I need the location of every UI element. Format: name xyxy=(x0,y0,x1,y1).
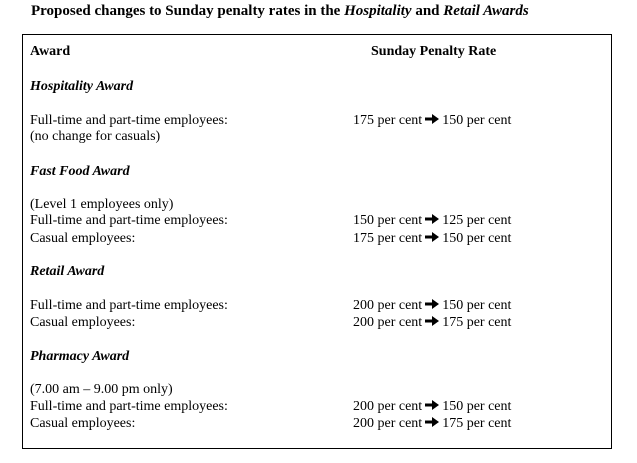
rate-to: 150 per cent xyxy=(442,399,512,414)
hospitality-casual-note: (no change for casuals) xyxy=(30,129,161,144)
right-arrow-icon xyxy=(425,214,440,224)
fastfood-casual-rate: 175 per cent 150 per cent xyxy=(353,231,511,247)
rate-from: 200 per cent xyxy=(353,315,423,330)
retail-fulltime-rate: 200 per cent 150 per cent xyxy=(353,298,511,314)
pharmacy-fulltime-label: Full-time and part-time employees: xyxy=(30,399,228,414)
rate-from: 200 per cent xyxy=(353,298,423,313)
header-award: Award xyxy=(30,44,71,59)
section-fast-food-award: Fast Food Award xyxy=(30,164,130,179)
pharmacy-fulltime-rate: 200 per cent 150 per cent xyxy=(353,399,511,415)
rate-from: 200 per cent xyxy=(353,416,423,431)
title-and: and xyxy=(411,3,444,19)
fastfood-level-note: (Level 1 employees only) xyxy=(30,197,174,212)
right-arrow-icon xyxy=(425,316,440,326)
right-arrow-icon xyxy=(425,417,440,427)
section-pharmacy-award: Pharmacy Award xyxy=(30,349,130,364)
header-sunday-penalty-rate: Sunday Penalty Rate xyxy=(371,44,497,59)
rate-from: 175 per cent xyxy=(353,113,423,128)
rate-to: 150 per cent xyxy=(442,298,512,313)
rate-from: 175 per cent xyxy=(353,231,423,246)
hospitality-fulltime-label: Full-time and part-time employees: xyxy=(30,113,228,128)
document-title: Proposed changes to Sunday penalty rates… xyxy=(31,3,529,20)
right-arrow-icon xyxy=(425,232,440,242)
section-hospitality-award: Hospitality Award xyxy=(30,79,134,94)
section-retail-award: Retail Award xyxy=(30,264,105,279)
rate-to: 175 per cent xyxy=(442,416,512,431)
retail-casual-rate: 200 per cent 175 per cent xyxy=(353,315,511,331)
rate-from: 150 per cent xyxy=(353,213,423,228)
rate-to: 175 per cent xyxy=(442,315,512,330)
rates-table xyxy=(22,34,612,449)
fastfood-casual-label: Casual employees: xyxy=(30,231,136,246)
title-award-retail: Retail Awards xyxy=(443,3,529,19)
rate-to: 125 per cent xyxy=(442,213,512,228)
fastfood-fulltime-label: Full-time and part-time employees: xyxy=(30,213,228,228)
fastfood-fulltime-rate: 150 per cent 125 per cent xyxy=(353,213,511,229)
right-arrow-icon xyxy=(425,114,440,124)
rate-to: 150 per cent xyxy=(442,113,512,128)
pharmacy-casual-label: Casual employees: xyxy=(30,416,136,431)
title-award-hospitality: Hospitality xyxy=(344,3,412,19)
title-prefix: Proposed changes to Sunday penalty rates… xyxy=(31,3,345,19)
pharmacy-casual-rate: 200 per cent 175 per cent xyxy=(353,416,511,432)
retail-fulltime-label: Full-time and part-time employees: xyxy=(30,298,228,313)
rate-to: 150 per cent xyxy=(442,231,512,246)
pharmacy-hours-note: (7.00 am – 9.00 pm only) xyxy=(30,382,173,397)
retail-casual-label: Casual employees: xyxy=(30,315,136,330)
right-arrow-icon xyxy=(425,400,440,410)
right-arrow-icon xyxy=(425,299,440,309)
rate-from: 200 per cent xyxy=(353,399,423,414)
hospitality-fulltime-rate: 175 per cent 150 per cent xyxy=(353,113,511,129)
